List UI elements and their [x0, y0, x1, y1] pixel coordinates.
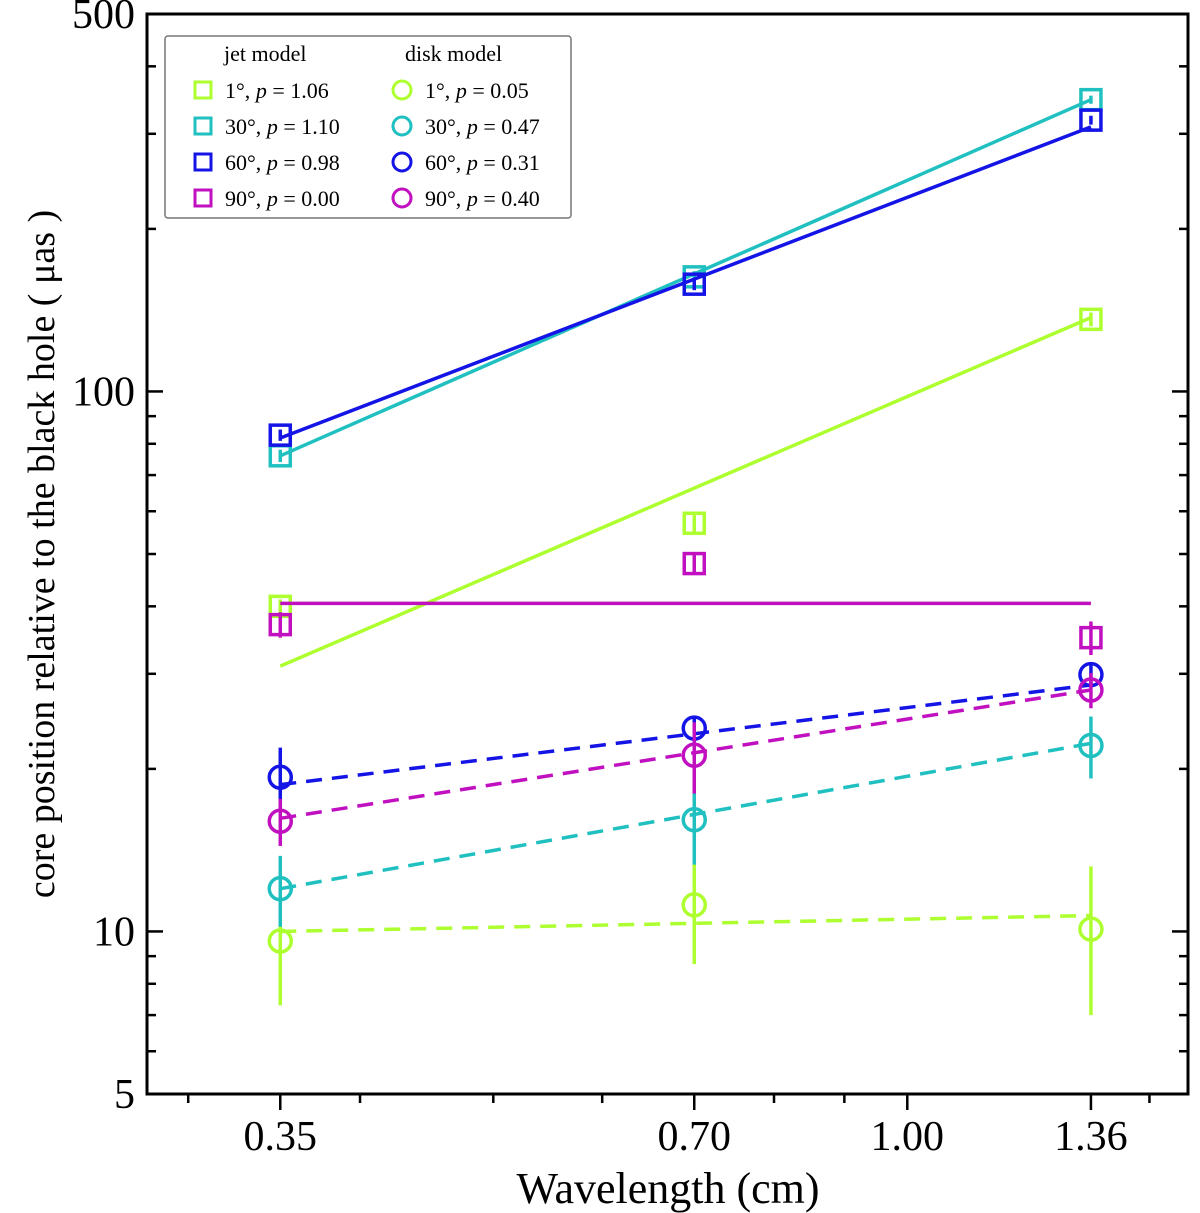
y-tick-label: 100 [72, 369, 135, 415]
data-point [268, 612, 293, 637]
series-disk-4 [267, 857, 1104, 1016]
x-tick-label: 1.36 [1054, 1114, 1128, 1160]
data-point [268, 423, 293, 447]
y-axis-label: core position relative to the black hole… [21, 210, 63, 898]
legend-label: 60°, p = 0.31 [425, 150, 540, 175]
data-point [682, 511, 707, 536]
legend-label: 30°, p = 0.47 [425, 114, 540, 139]
data-point [1078, 916, 1104, 942]
legend-jet-title: jet model [223, 41, 306, 66]
data-point [267, 875, 294, 902]
series-disk-7 [267, 673, 1104, 846]
data-point [1079, 108, 1103, 132]
data-point [682, 551, 707, 576]
data-point [681, 807, 708, 833]
legend-marker [391, 187, 413, 209]
legend-marker [193, 188, 213, 208]
fit-line [280, 688, 1092, 821]
legend-items: 1°, p = 1.06 30°, p = 1.10 60°, p = 0.98 90… [193, 78, 540, 211]
y-tick-label: 500 [72, 0, 135, 38]
legend-marker [391, 115, 413, 137]
legend-label: 1°, p = 0.05 [425, 78, 529, 103]
data-point [1079, 625, 1103, 650]
series-disk-5 [267, 716, 1104, 927]
legend-marker [193, 152, 213, 172]
series-disk-6 [267, 661, 1104, 812]
series-jet-0 [268, 307, 1103, 668]
series-jet-3 [268, 551, 1103, 656]
data-point [681, 892, 708, 918]
legend-label: 90°, p = 0.00 [225, 186, 340, 211]
fit-line [280, 683, 1092, 787]
data-point [267, 928, 294, 954]
data-point [681, 742, 708, 768]
plot-layer [267, 87, 1104, 1016]
legend-label: 1°, p = 1.06 [225, 78, 329, 103]
data-point [267, 764, 294, 790]
legend-marker [391, 79, 413, 101]
data-point [1078, 677, 1104, 703]
x-tick-label: 0.70 [658, 1114, 732, 1160]
legend-marker [193, 80, 213, 100]
y-tick-label: 10 [93, 909, 135, 955]
legend-label: 90°, p = 0.40 [425, 186, 540, 211]
legend-marker [391, 151, 413, 173]
legend-box [164, 35, 572, 219]
x-tick-label: 0.35 [244, 1114, 318, 1160]
axis-layer: 5 10 100 500 0.35 0.70 1.00 1.36 [72, 0, 1188, 1160]
legend-label: 30°, p = 1.10 [225, 114, 340, 139]
fit-line [280, 913, 1091, 934]
data-point [682, 272, 707, 296]
legend-disk-title: disk model [405, 41, 502, 66]
fit-line [279, 316, 1092, 668]
data-point [1079, 307, 1103, 332]
x-tick-label: 1.00 [871, 1114, 945, 1160]
y-tick-label: 5 [114, 1072, 135, 1118]
series-jet-2 [268, 108, 1103, 447]
x-axis-label: Wavelength (cm) [516, 1164, 819, 1213]
legend-marker [193, 116, 213, 136]
data-point [267, 808, 294, 834]
fit-line [279, 741, 1092, 891]
legend-label: 60°, p = 0.98 [225, 150, 340, 175]
legend: jet model disk model 1°, p = 1.06 30°, p … [164, 35, 572, 219]
data-point [1078, 732, 1104, 759]
